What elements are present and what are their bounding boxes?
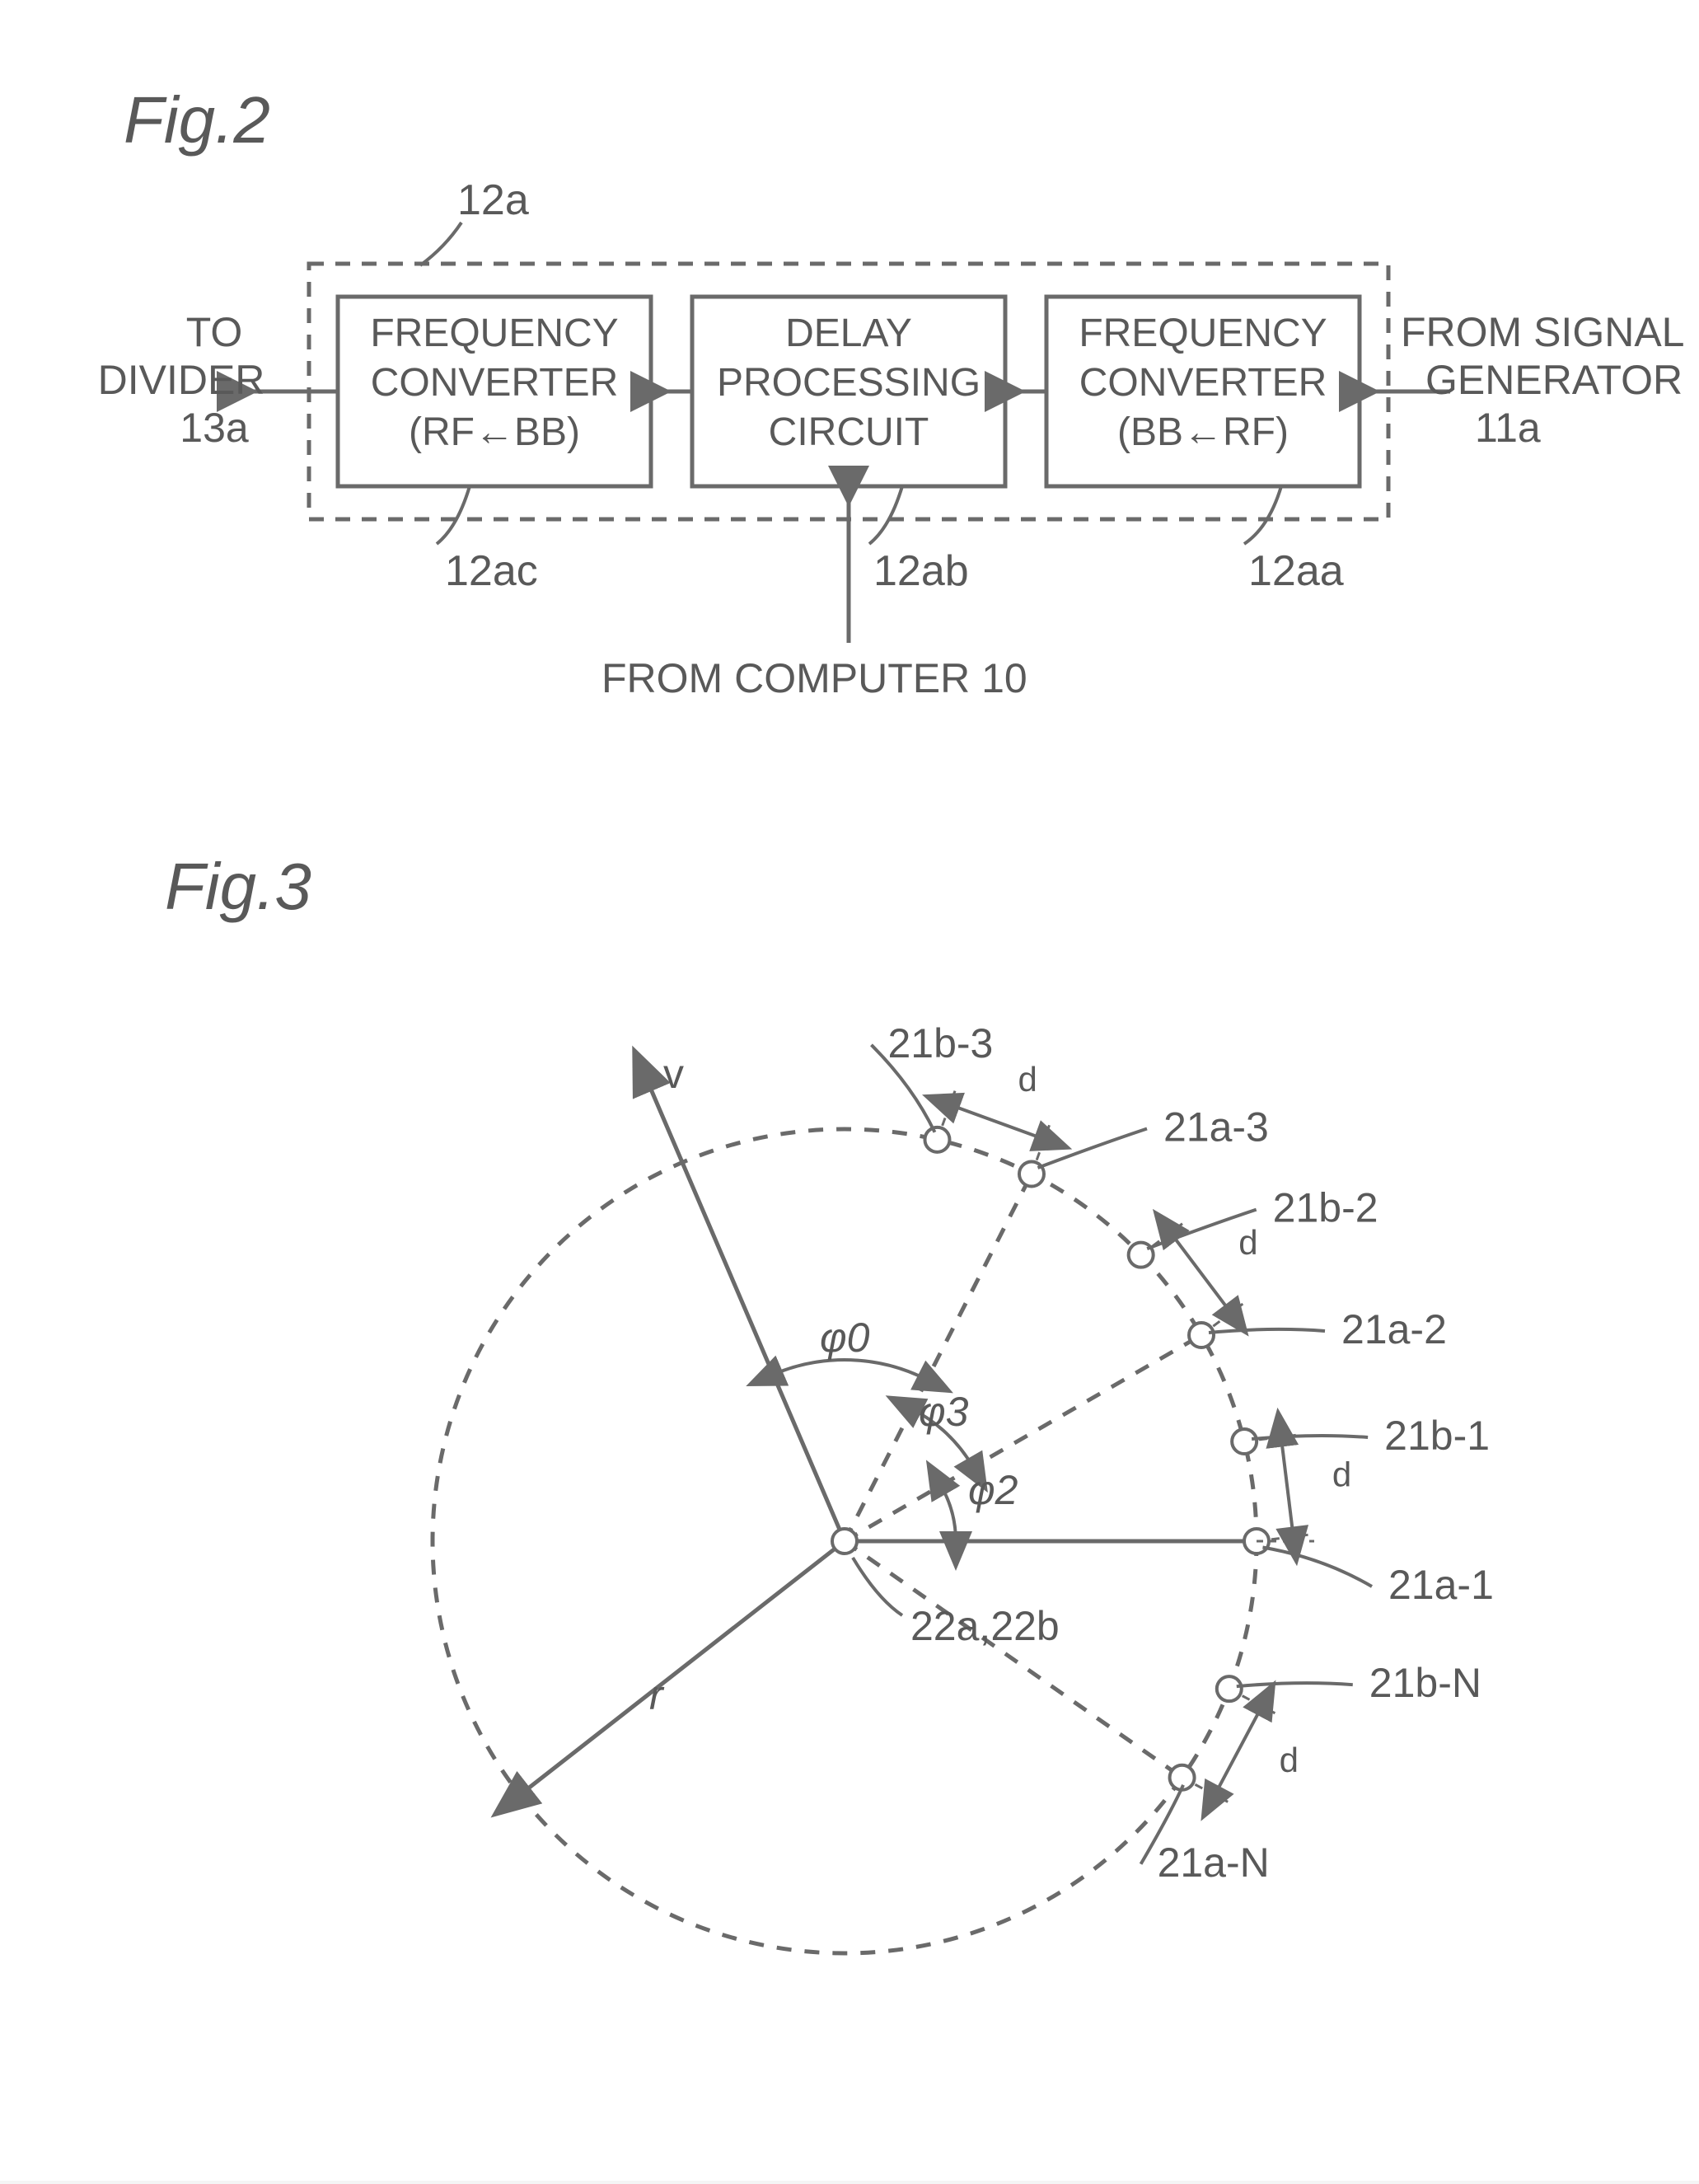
block1-line3: (RF←BB) — [409, 410, 580, 454]
antenna-node — [1189, 1323, 1214, 1347]
container-ref-leader — [420, 223, 461, 265]
v-arrow — [647, 1080, 845, 1541]
d-dim — [1215, 1706, 1261, 1795]
left-label-3: 13a — [180, 405, 249, 451]
angle-arc — [941, 1486, 956, 1542]
block3-line2: CONVERTER — [1079, 361, 1327, 405]
d-label: d — [1332, 1455, 1351, 1494]
figure2-diagram: 12a FREQUENCY CONVERTER (RF←BB) 12ac DEL… — [0, 0, 1699, 742]
right-label-2: GENERATOR — [1425, 357, 1683, 403]
r-arrow — [520, 1541, 845, 1795]
block-fc-bb-rf: FREQUENCY CONVERTER (BB←RF) 12aa — [1046, 297, 1360, 595]
node-ref: 21a-2 — [1341, 1306, 1447, 1352]
node-leader — [1037, 1128, 1147, 1168]
bottom-label: FROM COMPUTER 10 — [601, 655, 1027, 701]
d-label: d — [1280, 1741, 1299, 1779]
d-label: d — [1018, 1060, 1037, 1099]
block3-ref-leader — [1244, 486, 1281, 544]
d-label: d — [1238, 1223, 1257, 1262]
block1-line1: FREQUENCY — [370, 312, 618, 355]
antenna-node — [1232, 1429, 1257, 1454]
left-label-1: TO — [186, 309, 243, 355]
block2-line1: DELAY — [785, 312, 912, 355]
figure3-diagram: v r φ0 φ3 φ2 d d d d 21a-1 21b-1 21a-2 21b-221a-3 21b… — [0, 948, 1699, 2184]
block3-ref: 12aa — [1248, 547, 1344, 595]
r-label: r — [649, 1672, 665, 1718]
block3-line1: FREQUENCY — [1079, 312, 1327, 355]
right-label-3: 11a — [1475, 405, 1541, 451]
center-node — [832, 1529, 857, 1554]
container-ref: 12a — [457, 176, 529, 224]
node-ref: 21a-3 — [1163, 1104, 1269, 1150]
antenna-node — [1217, 1676, 1242, 1701]
left-label-2: DIVIDER — [98, 357, 265, 403]
angle-label: φ2 — [968, 1467, 1018, 1513]
d-dim — [1281, 1437, 1294, 1537]
block2-ref: 12ab — [873, 547, 969, 595]
v-label: v — [663, 1051, 684, 1097]
node-ref: 21b-N — [1369, 1660, 1481, 1706]
block2-ref-leader — [869, 486, 902, 544]
angle-label: φ3 — [919, 1389, 969, 1435]
center-label: 22a,22b — [910, 1603, 1060, 1649]
node-leader — [1237, 1683, 1353, 1686]
d-dim — [950, 1105, 1045, 1140]
node-leader — [1252, 1436, 1368, 1439]
angle-arc — [773, 1360, 927, 1380]
node-ref: 21a-1 — [1388, 1562, 1494, 1608]
antenna-node — [924, 1127, 949, 1152]
block3-line3: (BB←RF) — [1117, 410, 1289, 454]
node-leader — [1209, 1329, 1325, 1333]
figure3-label: Fig.3 — [165, 849, 311, 925]
block-fc-rf-bb: FREQUENCY CONVERTER (RF←BB) 12ac — [338, 297, 651, 595]
right-label-1: FROM SIGNAL — [1401, 309, 1684, 355]
page: Fig.2 12a FREQUENCY CONVERTER (RF←BB) 12… — [0, 0, 1699, 2181]
node-ref: 21b-2 — [1273, 1185, 1378, 1231]
block2-line2: PROCESSING — [717, 361, 981, 405]
block2-line3: CIRCUIT — [769, 410, 929, 454]
angle-label: φ0 — [820, 1315, 870, 1361]
block1-line2: CONVERTER — [371, 361, 619, 405]
node-ref: 21b-1 — [1384, 1413, 1490, 1459]
block1-ref-leader — [437, 486, 470, 544]
radial-line — [845, 1541, 1182, 1778]
node-ref: 21b-3 — [887, 1020, 993, 1066]
block1-ref: 12ac — [445, 547, 538, 595]
node-ref: 21a-N — [1158, 1840, 1270, 1886]
node-leader — [1263, 1548, 1373, 1587]
